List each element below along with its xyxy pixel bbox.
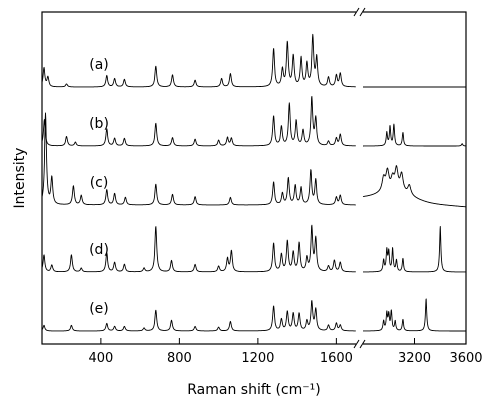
series-label-3: (d) — [89, 242, 109, 258]
plot-frame — [41, 11, 467, 345]
spectra-group — [41, 33, 467, 332]
x-ticks: 400 800 1200 1600 3200 3600 — [88, 338, 483, 366]
series-label-0: (a) — [89, 57, 109, 73]
spectrum-4-segment-2 — [362, 298, 467, 332]
spectrum-3-segment-1 — [41, 224, 356, 273]
spectrum-4-segment-1 — [41, 300, 356, 332]
series-label-1: (b) — [89, 116, 109, 132]
series-label-2: (c) — [90, 175, 109, 191]
series-labels: (a) (b) (c) (d) (e) — [89, 57, 109, 317]
series-label-4: (e) — [89, 301, 109, 317]
spectrum-2-segment-1 — [41, 112, 356, 206]
spectrum-1-segment-1 — [41, 95, 356, 147]
spectrum-2-segment-2 — [362, 165, 467, 208]
x-tick-label-1200: 1200 — [241, 351, 274, 366]
spectrum-3-segment-2 — [362, 225, 467, 273]
spectrum-0-segment-1 — [41, 33, 356, 88]
x-tick-label-400: 400 — [88, 351, 113, 366]
spectrum-1-segment-2 — [362, 123, 467, 147]
x-axis-label: Raman shift (cm⁻¹) — [187, 382, 320, 398]
y-axis-label: Intensity — [12, 148, 28, 209]
x-tick-label-3600: 3600 — [449, 351, 482, 366]
x-tick-label-1600: 1600 — [320, 351, 353, 366]
axis-break-mark — [353, 7, 366, 349]
x-tick-label-800: 800 — [167, 351, 192, 366]
x-tick-label-3200: 3200 — [398, 351, 431, 366]
